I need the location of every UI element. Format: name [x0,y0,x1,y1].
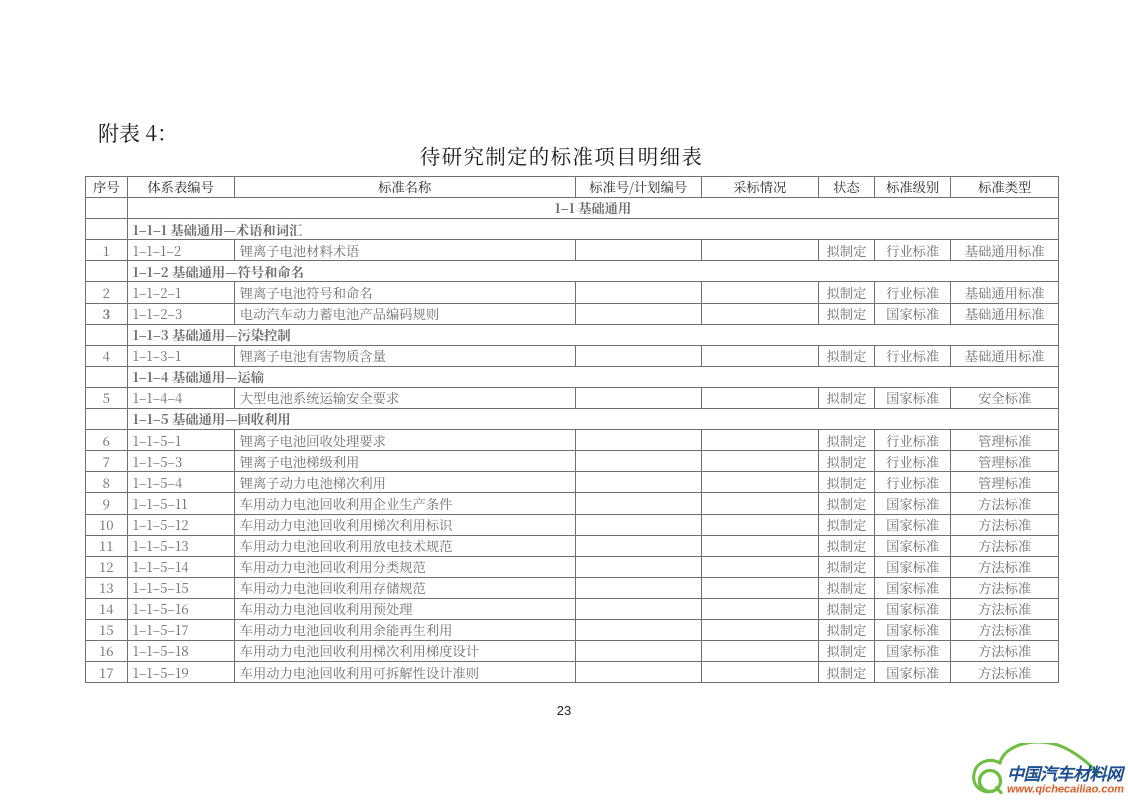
svg-text:中国汽车材料网: 中国汽车材料网 [1007,765,1125,784]
svg-text:www.qichecailiao.com: www.qichecailiao.com [1007,784,1124,796]
